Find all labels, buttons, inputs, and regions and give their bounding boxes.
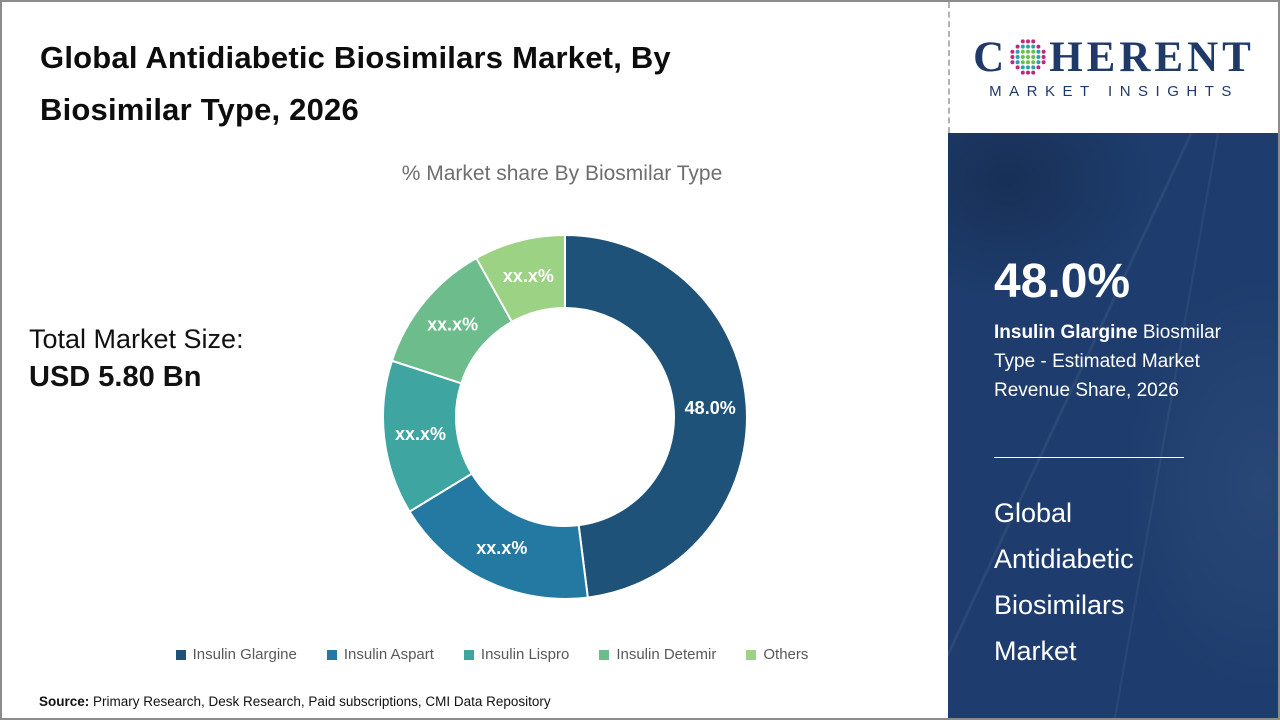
legend-swatch-insulin-aspart [326,649,337,660]
legend-item-insulin-glargine: Insulin Glargine [175,646,297,663]
globe-dot [1010,49,1015,54]
globe-dot [1041,49,1046,54]
legend-label-insulin-lispro: Insulin Lispro [480,646,570,663]
chart-title: % Market share By Biosmilar Type [401,162,723,185]
donut-slice-insulin-glargine [564,233,748,599]
globe-dot [1015,55,1020,59]
globe-dot [1036,60,1041,65]
globe-dot [1031,39,1036,44]
globe-dot [1026,39,1031,44]
sidebar-panel: 48.0% Insulin Glargine Biosmilar Type - … [948,133,1278,718]
legend-swatch-insulin-lispro [463,649,474,660]
globe-dot [1036,44,1041,49]
donut-slice-label-others: xx.x% [503,266,554,286]
globe-dot [1026,55,1031,59]
globe-dot [1036,49,1041,54]
globe-dot [1036,65,1041,70]
globe-dot [1021,55,1026,59]
brand-logo-tagline: MARKET INSIGHTS [989,82,1239,100]
globe-dot [1026,49,1031,54]
legend-label-insulin-detemir: Insulin Detemir [616,646,717,663]
brand-logo-wordmark: C HERENT [973,36,1255,79]
globe-dot [1036,55,1041,59]
globe-dot [1021,60,1026,65]
globe-dot [1031,49,1036,54]
total-market-size-value: USD 5.80 Bn [29,361,202,393]
donut-svg: 48.0% xx.x% xx.x% xx.x% xx.x% [382,233,748,600]
globe-dots-icon [1010,39,1046,75]
source-line: Source: Primary Research, Desk Research,… [39,694,551,709]
sidebar-highlight-bold: Insulin Glargine [994,322,1138,343]
total-market-size-block: Total Market Size: USD 5.80 Bn [29,324,244,394]
donut-slice-label-insulin-detemir: xx.x% [427,315,478,335]
globe-dot [1021,70,1026,75]
legend-swatch-insulin-detemir [599,649,610,660]
donut-slice-others [474,233,566,324]
page-title: Global Antidiabetic Biosimilars Market, … [40,32,671,136]
donut-chart: 48.0% xx.x% xx.x% xx.x% xx.x% [355,207,775,627]
legend-label-insulin-aspart: Insulin Aspart [343,646,434,663]
sidebar-highlight-value: 48.0% [994,255,1131,308]
globe-dot [1015,65,1020,70]
legend-item-insulin-detemir: Insulin Detemir [599,646,716,663]
globe-dot [1031,60,1036,65]
globe-dot [1021,44,1026,49]
globe-dot [1041,60,1046,65]
globe-dot [1031,70,1036,75]
globe-dot [1021,39,1026,44]
donut-slice-label-insulin-lispro: xx.x% [395,424,446,444]
globe-dot [1021,49,1026,54]
globe-dot [1041,55,1046,59]
globe-dot [1015,44,1020,49]
globe-dot [1021,65,1026,70]
legend-swatch-insulin-glargine [175,649,186,660]
source-text: Primary Research, Desk Research, Paid su… [89,694,551,709]
globe-dot [1026,65,1031,70]
sidebar-divider [994,457,1184,458]
page-title-line-2: Biosimilar Type, 2026 [40,92,359,127]
donut-slice-label-insulin-aspart: xx.x% [476,538,527,558]
total-market-size-label: Total Market Size: [29,324,244,354]
page-title-line-1: Global Antidiabetic Biosimilars Market, … [40,40,671,75]
legend-item-insulin-lispro: Insulin Lispro [463,646,570,663]
chart-legend: Insulin Glargine Insulin Aspart Insulin Li… [62,646,922,663]
globe-dot [1026,70,1031,75]
sidebar-market-name: Global Antidiabetic Biosimilars Market [994,498,1134,666]
globe-dot [1031,65,1036,70]
brand-logo-letter-c: C [973,33,1009,81]
legend-label-others: Others [763,646,809,663]
globe-dot [1026,44,1031,49]
source-label: Source: [39,694,90,709]
globe-dot [1031,55,1036,59]
globe-dot [1010,60,1015,65]
brand-logo: C HERENT MARKET INSIGHTS [948,2,1278,133]
donut-slice-label-insulin-glargine: 48.0% [685,398,736,418]
legend-label-insulin-glargine: Insulin Glargine [192,646,297,663]
globe-dot [1010,55,1015,59]
globe-dot [1031,44,1036,49]
legend-item-others: Others [746,646,808,663]
brand-logo-letters-rest: HERENT [1049,33,1255,81]
legend-swatch-others [746,649,757,660]
globe-dot [1026,60,1031,65]
globe-dot [1015,49,1020,54]
sidebar-highlight-description: Insulin Glargine Biosmilar Type - Estima… [994,318,1250,405]
sidebar-highlight-rest: Biosmilar Type - Estimated Market Revenu… [994,322,1221,401]
legend-item-insulin-aspart: Insulin Aspart [326,646,434,663]
globe-dot [1015,60,1020,65]
